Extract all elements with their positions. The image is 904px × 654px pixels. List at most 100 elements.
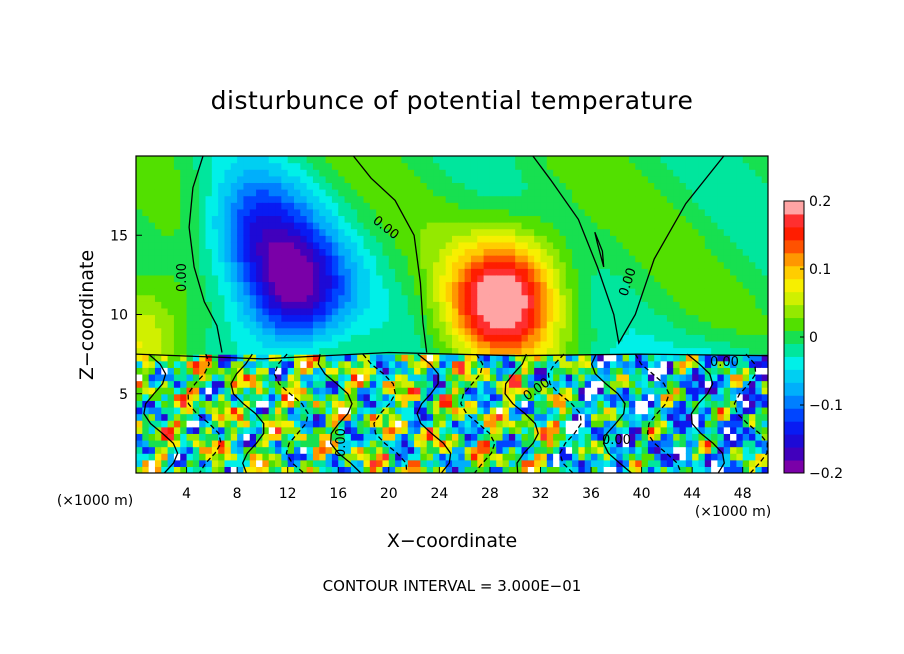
field-cell [597, 334, 605, 342]
field-cell [540, 354, 548, 362]
field-cell [344, 466, 352, 473]
field-cell [319, 321, 327, 329]
field-cell [388, 406, 396, 415]
field-cell [641, 340, 649, 349]
field-cell [761, 241, 768, 250]
field-cell [584, 268, 592, 276]
field-cell [761, 255, 768, 263]
field-cell [154, 347, 162, 355]
field-cell [186, 367, 194, 375]
field-cell [363, 420, 371, 428]
field-cell [211, 208, 219, 217]
field-cell [698, 334, 706, 342]
field-cell [578, 367, 586, 375]
field-cell [628, 169, 636, 177]
field-cell [546, 360, 554, 368]
field-cell [312, 413, 320, 421]
field-cell [470, 156, 478, 164]
field-cell [603, 367, 611, 375]
field-cell [591, 195, 598, 203]
field-cell [723, 307, 731, 316]
field-cell [230, 189, 238, 197]
field-cell [578, 387, 586, 395]
field-cell [711, 281, 719, 289]
field-cell [654, 340, 662, 349]
field-cell [256, 321, 263, 329]
field-cell [319, 393, 327, 401]
field-cell [211, 420, 219, 428]
field-cell [161, 268, 169, 276]
field-cell [445, 189, 453, 197]
field-cell [445, 169, 453, 177]
field-cell [761, 459, 768, 467]
field-cell [186, 340, 194, 349]
field-cell [654, 420, 662, 428]
field-cell [388, 255, 396, 263]
field-cell [540, 314, 548, 322]
field-cell [388, 169, 396, 177]
field-cell [268, 314, 276, 322]
field-cell [300, 459, 308, 467]
field-cell [755, 162, 763, 170]
field-cell [369, 413, 377, 421]
field-cell [243, 182, 251, 190]
field-cell [142, 182, 150, 190]
field-cell [376, 307, 384, 316]
field-cell [534, 393, 542, 401]
field-cell [167, 261, 175, 269]
field-cell [742, 255, 750, 263]
field-cell [597, 208, 605, 217]
field-cell [711, 420, 719, 428]
field-cell [312, 175, 320, 184]
field-cell [761, 288, 768, 296]
field-cell [761, 208, 768, 217]
field-cell [199, 433, 207, 441]
field-cell [704, 413, 712, 421]
field-cell [256, 446, 263, 454]
field-cell [666, 208, 674, 217]
field-cell [603, 406, 611, 415]
field-cell [673, 156, 681, 164]
field-cell [312, 274, 320, 283]
field-cell [679, 235, 687, 243]
field-cell [237, 301, 245, 309]
field-cell [148, 367, 156, 375]
field-cell [439, 426, 447, 434]
field-cell [426, 413, 434, 421]
field-cell [540, 202, 548, 210]
field-cell [344, 393, 352, 401]
field-cell [742, 413, 750, 421]
field-cell [281, 301, 289, 309]
field-cell [294, 268, 301, 276]
field-cell [565, 156, 573, 164]
field-cell [685, 400, 693, 408]
field-cell [534, 307, 542, 316]
field-cell [331, 248, 339, 256]
field-cell [186, 433, 194, 441]
field-cell [546, 367, 554, 375]
field-cell [477, 314, 485, 322]
field-cell [679, 426, 687, 434]
field-cell [268, 274, 276, 283]
field-cell [180, 175, 188, 184]
field-cell [357, 400, 365, 408]
field-cell [281, 466, 289, 473]
field-cell [736, 321, 744, 329]
field-cell [597, 294, 605, 302]
field-cell [584, 347, 592, 355]
field-cell [173, 400, 181, 408]
field-cell [414, 195, 421, 203]
field-cell [572, 189, 579, 197]
field-cell [237, 241, 245, 250]
field-cell [350, 446, 358, 454]
field-cell [167, 288, 175, 296]
field-cell [755, 294, 763, 302]
field-cell [192, 321, 200, 329]
field-cell [433, 439, 440, 448]
field-cell [167, 367, 175, 375]
field-cell [521, 426, 529, 434]
field-cell [685, 268, 693, 276]
field-cell [161, 156, 169, 164]
field-cell [136, 433, 143, 441]
field-cell [692, 261, 700, 269]
